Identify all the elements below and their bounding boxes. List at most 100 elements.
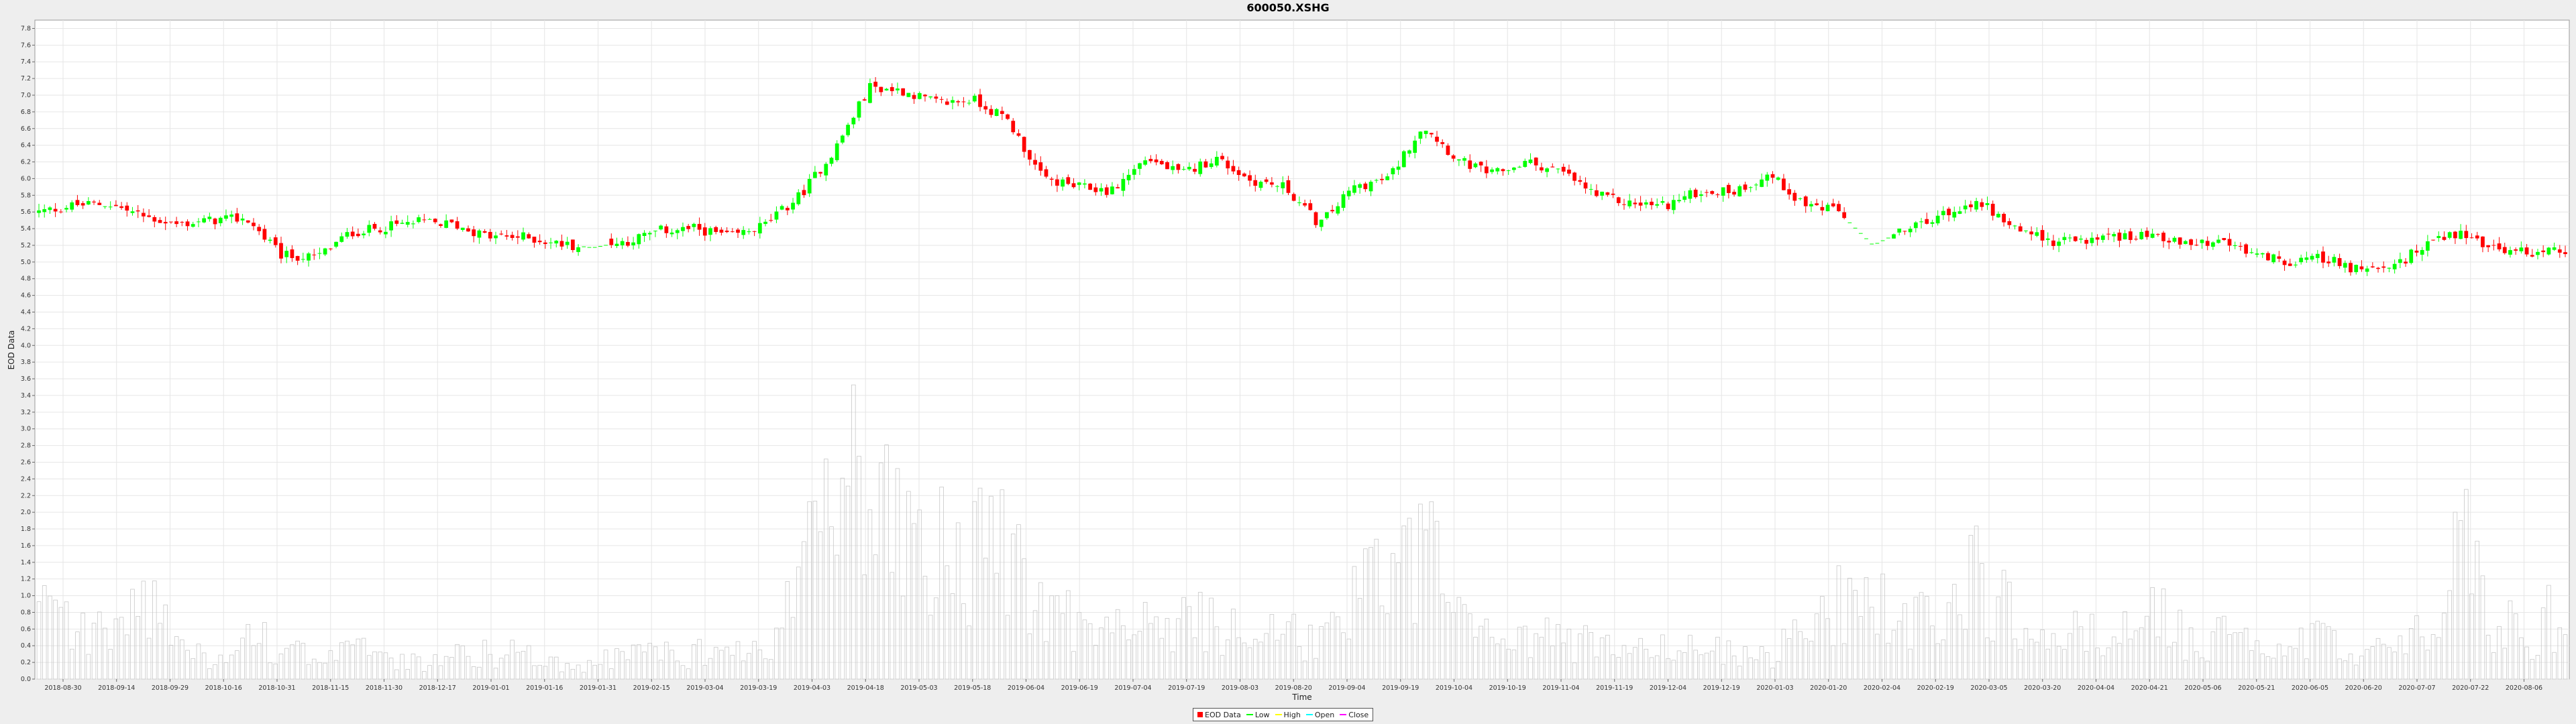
candle-body: [2359, 266, 2364, 269]
candle-body: [2519, 247, 2524, 251]
candle-body: [488, 231, 492, 239]
volume-bar: [592, 664, 597, 680]
candle-body: [510, 235, 515, 238]
volume-bar: [493, 668, 498, 680]
candle-body: [1429, 133, 1434, 135]
candle-body: [202, 218, 207, 223]
volume-bar: [443, 656, 449, 680]
volume-bar: [2414, 615, 2419, 680]
volume-bar: [433, 654, 438, 680]
x-tick-label: 2019-04-03: [794, 684, 830, 692]
volume-bar: [2408, 627, 2414, 680]
volume-bar: [977, 487, 983, 680]
volume-bar: [2353, 664, 2359, 680]
volume-bar: [1611, 654, 1615, 680]
candle-body: [1980, 202, 1984, 207]
candle-body: [2486, 245, 2491, 247]
candle-body: [1126, 174, 1131, 180]
plot-area: [34, 19, 2570, 680]
volume-bar: [1792, 619, 1797, 680]
candle-body: [405, 222, 410, 225]
volume-bar: [1561, 642, 1566, 680]
candle-body: [362, 233, 366, 235]
candle-body: [262, 229, 267, 240]
volume-bar: [2508, 600, 2513, 680]
volume-bar: [1566, 628, 1572, 680]
candle-body: [884, 88, 889, 90]
volume-bar: [912, 523, 916, 680]
volume-bar: [2012, 638, 2017, 680]
volume-bar: [2045, 648, 2051, 680]
volume-bar: [2222, 615, 2226, 680]
candle-body: [1952, 212, 1957, 218]
volume-bar: [1010, 534, 1016, 680]
candle-body: [1650, 201, 1654, 206]
y-tick-label: 1.6: [21, 542, 31, 550]
legend-swatch-low: [1246, 714, 1253, 715]
candle-body: [2167, 241, 2171, 243]
y-tick-label: 3.0: [21, 426, 31, 433]
candle-body: [1121, 179, 1126, 191]
volume-bar: [1242, 642, 1247, 680]
candle-body: [427, 219, 432, 220]
volume-bar: [2381, 644, 2386, 680]
candle-body: [444, 220, 449, 228]
candle-body: [2123, 233, 2127, 240]
volume-bar: [785, 581, 790, 680]
volume-bar: [1121, 625, 1126, 680]
volume-bar: [119, 617, 124, 680]
volume-bar: [708, 658, 713, 680]
x-tick-label: 2019-11-19: [1596, 684, 1633, 692]
candle-body: [923, 95, 927, 97]
candle-body: [626, 241, 630, 246]
candle-body: [2057, 241, 2061, 246]
candle-body: [2012, 225, 2017, 227]
volume-bar: [1980, 563, 1984, 680]
candle-body: [70, 202, 74, 210]
volume-bar: [2128, 638, 2133, 680]
volume-bar: [48, 595, 52, 680]
volume-bar: [1286, 621, 1291, 680]
volume-bar: [2255, 640, 2259, 680]
x-tick-label: 2019-11-04: [1542, 684, 1579, 692]
candle-body: [686, 226, 691, 229]
volume-bar: [1032, 610, 1038, 680]
volume-bar: [2062, 649, 2067, 680]
x-tick-label: 2019-09-04: [1328, 684, 1365, 692]
y-tick-label: 4.0: [21, 342, 31, 349]
y-tick-label: 1.2: [21, 576, 31, 583]
candle-body: [1633, 202, 1638, 204]
volume-bar: [1451, 612, 1456, 680]
volume-bar: [256, 643, 262, 680]
volume-bar: [2216, 617, 2221, 680]
candle-body: [879, 86, 883, 93]
volume-bar: [306, 664, 311, 680]
candle-body: [1352, 185, 1356, 193]
candle-body: [1776, 177, 1780, 180]
volume-bar: [2183, 660, 2188, 680]
volume-bar: [1759, 646, 1764, 680]
volume-bar: [394, 669, 399, 680]
candle-body: [1374, 180, 1379, 181]
volume-bar: [1803, 638, 1809, 680]
volume-bar: [268, 662, 272, 680]
candle-body: [389, 221, 393, 231]
y-tick-label: 7.6: [21, 42, 31, 49]
candle-body: [97, 202, 102, 205]
volume-bar: [1908, 648, 1913, 680]
candle-body: [1616, 197, 1621, 203]
volume-bar: [730, 654, 735, 680]
candle-body: [841, 135, 845, 143]
volume-bar: [2090, 613, 2094, 680]
candle-body: [1809, 204, 1813, 206]
volume-bar: [1203, 651, 1208, 680]
volume-bar: [185, 650, 190, 680]
candle-body: [1198, 161, 1203, 174]
volume-bar: [1676, 650, 1682, 680]
volume-bar: [2398, 636, 2403, 680]
volume-bar: [1506, 648, 1511, 680]
volume-bar: [1996, 596, 2001, 680]
x-tick-label: 2020-01-03: [1756, 684, 1793, 692]
volume-bar: [845, 485, 851, 680]
volume-bar: [1627, 653, 1632, 680]
